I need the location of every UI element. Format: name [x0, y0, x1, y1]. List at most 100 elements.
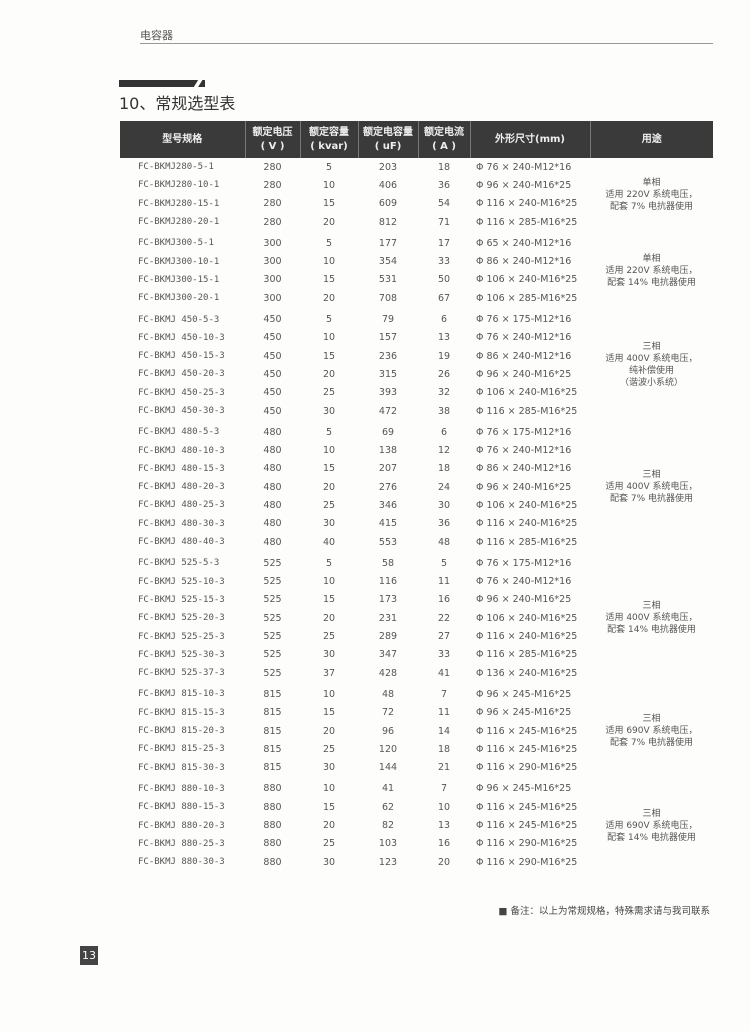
capacitance-cell: 41 [381, 783, 395, 795]
voltage-cell: 525 [263, 631, 282, 643]
dimension-cell: Φ 76 × 175-M12*16 [476, 426, 572, 438]
dimension-cell: Φ 116 × 245-M16*25 [476, 743, 578, 755]
model-cell: FC-BKMJ 480-5-3 [138, 427, 220, 438]
table-row: FC-BKMJ 880-30-3 880 30 123 20 Φ 116 × 290-M1… [120, 853, 713, 871]
model-cell: FC-BKMJ300-15-1 [138, 274, 220, 285]
column-header: 额定电流 ( A ) [417, 121, 470, 158]
usage-cell: 单相 适用 220V 系统电压， 配套 7% 电抗器使用 [605, 177, 698, 212]
model-cell: FC-BKMJ 815-25-3 [138, 744, 225, 755]
dimension-cell: Φ 106 × 240-M16*25 [476, 499, 578, 511]
capacity-cell: 25 [322, 499, 336, 511]
voltage-cell: 880 [263, 820, 282, 832]
dimension-cell: Φ 96 × 245-M16*25 [476, 783, 572, 795]
table-row: FC-BKMJ 450-20-3 450 20 315 26 Φ 96 × 240-M16… [120, 365, 713, 383]
dimension-cell: Φ 106 × 285-M16*25 [476, 292, 578, 304]
dimension-cell: Φ 86 × 240-M12*16 [476, 256, 572, 268]
capacitance-cell: 236 [378, 350, 398, 362]
voltage-cell: 880 [263, 838, 282, 850]
model-cell: FC-BKMJ 880-30-3 [138, 857, 225, 868]
dimension-cell: Φ 76 × 175-M12*16 [476, 557, 572, 569]
capacitance-cell: 177 [378, 237, 398, 249]
dimension-cell: Φ 116 × 240-M16*25 [476, 518, 578, 530]
dimension-cell: Φ 86 × 240-M12*16 [476, 350, 572, 362]
table-row: FC-BKMJ 815-25-3 815 25 120 18 Φ 116 × 245-M1… [120, 740, 713, 758]
current-cell: 36 [437, 179, 451, 191]
voltage-cell: 815 [263, 762, 282, 774]
capacitance-cell: 472 [378, 405, 398, 417]
table-row: FC-BKMJ 880-10-3 880 10 41 7 Φ 96 × 245-M16*2… [120, 777, 713, 842]
voltage-cell: 480 [263, 499, 282, 511]
current-cell: 5 [440, 557, 448, 569]
table-row: FC-BKMJ280-20-1 280 20 812 71 Φ 116 × 285-M16… [120, 213, 713, 231]
model-cell: FC-BKMJ 525-37-3 [138, 668, 225, 679]
current-cell: 30 [437, 499, 451, 511]
dimension-cell: Φ 116 × 285-M16*25 [476, 536, 578, 548]
model-cell: FC-BKMJ 525-20-3 [138, 613, 225, 624]
column-header: 型号规格 [120, 121, 245, 158]
voltage-cell: 525 [263, 557, 282, 569]
voltage-cell: 280 [263, 198, 282, 210]
capacity-cell: 30 [322, 405, 336, 417]
table-row: FC-BKMJ300-15-1 300 15 531 50 Φ 106 × 240-M16… [120, 271, 713, 289]
current-cell: 7 [440, 783, 448, 795]
model-cell: FC-BKMJ 525-10-3 [138, 576, 225, 587]
selection-table: 型号规格 额定电压 ( V ) 额定容量 ( kvar) 额定电容量 ( uF) 额定电… [120, 121, 713, 871]
current-cell: 13 [437, 820, 451, 832]
dimension-cell: Φ 116 × 290-M16*25 [476, 762, 578, 774]
current-cell: 36 [437, 518, 451, 530]
capacity-cell: 15 [322, 707, 336, 719]
current-cell: 12 [437, 445, 451, 457]
table-row: FC-BKMJ 815-20-3 815 20 96 14 Φ 116 × 245-M16… [120, 722, 713, 740]
capacitance-cell: 96 [381, 725, 395, 737]
table-row: FC-BKMJ 480-20-3 480 20 276 24 Φ 96 × 240-M16… [120, 478, 713, 496]
header-divider [140, 43, 713, 44]
table-row: FC-BKMJ 525-10-3 525 10 116 11 Φ 76 × 240-M12… [120, 573, 713, 591]
capacitance-cell: 276 [378, 481, 398, 493]
model-cell: FC-BKMJ 880-15-3 [138, 802, 225, 813]
dimension-cell: Φ 106 × 240-M16*25 [476, 274, 578, 286]
capacitance-cell: 82 [381, 820, 395, 832]
capacity-cell: 15 [322, 594, 336, 606]
capacity-cell: 25 [322, 838, 336, 850]
voltage-cell: 480 [263, 536, 282, 548]
table-row: FC-BKMJ 480-5-3 480 5 69 6 Φ 76 × 175-M12*16 三… [120, 420, 713, 504]
voltage-cell: 525 [263, 667, 282, 679]
model-cell: FC-BKMJ280-10-1 [138, 180, 220, 191]
dimension-cell: Φ 106 × 240-M16*25 [476, 612, 578, 624]
capacity-cell: 10 [322, 688, 336, 700]
capacitance-cell: 531 [378, 274, 398, 286]
table-row: FC-BKMJ 480-25-3 480 25 346 30 Φ 106 × 240-M1… [120, 496, 713, 514]
table-row: FC-BKMJ 450-5-3 450 5 79 6 Φ 76 × 175-M12*16 三… [120, 307, 713, 388]
capacitance-cell: 415 [378, 518, 398, 530]
capacity-cell: 10 [322, 576, 336, 588]
voltage-cell: 280 [263, 161, 282, 173]
capacity-cell: 10 [322, 256, 336, 268]
table-row: FC-BKMJ280-10-1 280 10 406 36 Φ 96 × 240-M16*… [120, 176, 713, 194]
capacitance-cell: 708 [378, 292, 398, 304]
capacitance-cell: 173 [378, 594, 398, 606]
capacitance-cell: 157 [378, 332, 398, 344]
model-cell: FC-BKMJ280-15-1 [138, 198, 220, 209]
voltage-cell: 450 [263, 368, 282, 380]
capacity-cell: 5 [325, 237, 333, 249]
dimension-cell: Φ 96 × 245-M16*25 [476, 688, 572, 700]
voltage-cell: 450 [263, 314, 282, 326]
dimension-cell: Φ 96 × 245-M16*25 [476, 707, 572, 719]
capacity-cell: 40 [322, 536, 336, 548]
voltage-cell: 450 [263, 405, 282, 417]
current-cell: 19 [437, 350, 451, 362]
voltage-cell: 480 [263, 426, 282, 438]
voltage-cell: 280 [263, 216, 282, 228]
dimension-cell: Φ 76 × 175-M12*16 [476, 314, 572, 326]
capacitance-cell: 69 [381, 426, 395, 438]
capacity-cell: 30 [322, 649, 336, 661]
model-cell: FC-BKMJ 815-10-3 [138, 689, 225, 700]
usage-cell: 三相 适用 690V 系统电压， 配套 14% 电抗器使用 [605, 808, 698, 843]
voltage-cell: 815 [263, 688, 282, 700]
voltage-cell: 280 [263, 179, 282, 191]
voltage-cell: 815 [263, 707, 282, 719]
voltage-cell: 525 [263, 576, 282, 588]
current-cell: 67 [437, 292, 451, 304]
current-cell: 32 [437, 387, 451, 399]
model-cell: FC-BKMJ300-10-1 [138, 256, 220, 267]
